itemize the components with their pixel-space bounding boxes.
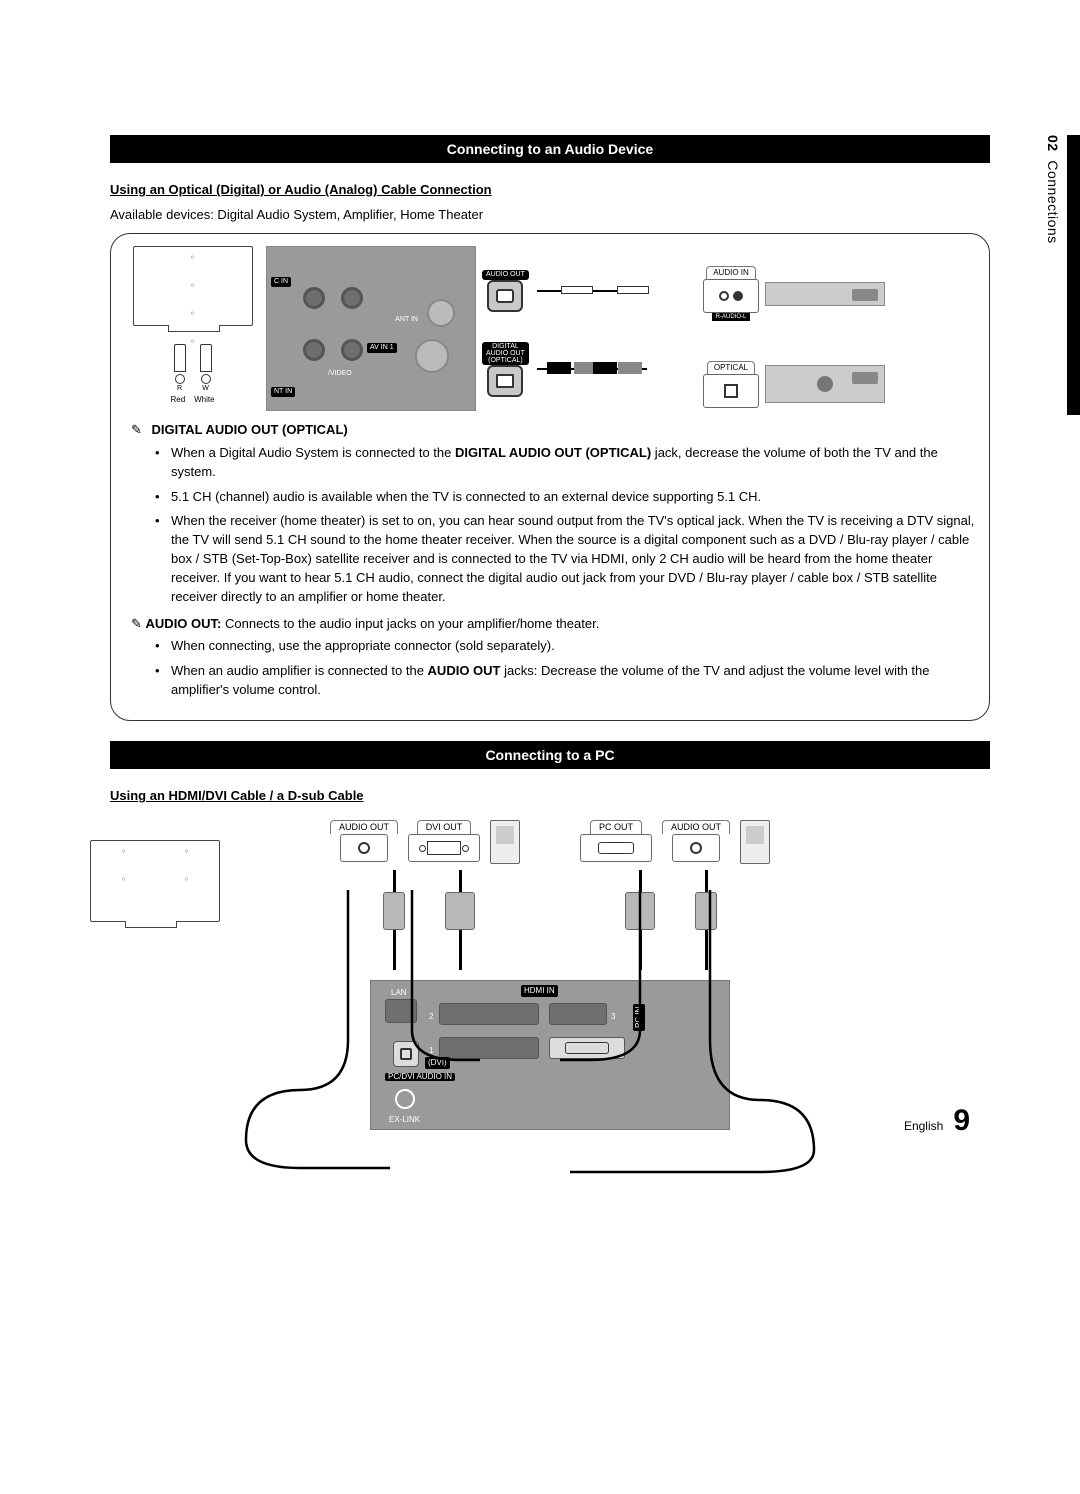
footer-page-number: 9 [953,1099,970,1143]
pc-in-hub-label: PC IN [633,1004,645,1031]
tv-back-panel: C IN ANT IN AV IN 1 /VIDEO NT IN [266,246,476,411]
section2-subtitle: Using an HDMI/DVI Cable / a D-sub Cable [110,787,990,806]
port-column: AUDIO OUT DIGITAL AUDIO OUT (OPTICAL) [482,246,697,397]
audio-connection-diagram: ° ° ° ° R W Red [110,233,990,721]
note1-list: When a Digital Audio System is connected… [131,444,975,607]
section-title-pc: Connecting to a PC [110,741,990,769]
dvi-label: (DVI) [425,1057,450,1069]
note2-list: When connecting, use the appropriate con… [131,637,975,700]
dvi-out-port [408,834,480,862]
tv-input-panel: LAN HDMI IN 2 3 1 (DVI) PC IN PC/ [370,980,730,1130]
audio-out-l-port [340,834,388,862]
rca-w-letter: W [202,384,209,394]
audio-out-port-icon [487,280,523,312]
rca-white-label: White [194,395,214,404]
amplifier-icon [765,282,885,306]
note1-heading: ✎ DIGITAL AUDIO OUT (OPTICAL) [131,421,975,440]
pc-diagram-tv: ° ° ° ° [90,840,220,922]
pc-tower-icon-r [740,820,770,864]
audio-out-r-title: AUDIO OUT [662,820,730,834]
note-icon-2: ✎ [131,616,142,631]
tv-column: ° ° ° ° R W Red [125,246,260,406]
slot3-label: 3 [611,1011,615,1023]
chapter-title: Connections [1045,160,1061,243]
nt-in-label: NT IN [271,387,295,397]
note2-heading: ✎ AUDIO OUT: Connects to the audio input… [131,615,975,634]
audio-out-label: AUDIO OUT [482,270,529,280]
audio-out-r-port [672,834,720,862]
note1-item-2: 5.1 CH (channel) audio is available when… [171,488,975,507]
pc-out-title: PC OUT [590,820,642,834]
back-panel-column: C IN ANT IN AV IN 1 /VIDEO NT IN [266,246,476,411]
av-in-label: AV IN 1 [367,343,397,353]
slot1-label: 1 [429,1045,433,1057]
ant-in-label: ANT IN [392,315,421,325]
ex-link-label: EX-LINK [389,1114,420,1126]
digital-audio-out-label: DIGITAL AUDIO OUT (OPTICAL) [482,342,529,365]
hdmi-in-label: HDMI IN [521,985,558,997]
optical-in-port-icon [703,374,759,408]
note-icon: ✎ [131,422,142,437]
dvi-out-title: DVI OUT [417,820,472,834]
lan-label: LAN [391,987,407,999]
note1-item-3: When the receiver (home theater) is set … [171,512,975,606]
pc-dvi-audio-label: PC/DVI AUDIO IN [385,1073,455,1081]
home-theater-icon [765,365,885,403]
note2-item-1: When connecting, use the appropriate con… [171,637,975,656]
audio-in-label: AUDIO IN [706,266,756,279]
chapter-number: 02 [1045,135,1061,152]
side-tab-bar [1067,135,1080,415]
pc-tower-icon-l [490,820,520,864]
note1-item-1: When a Digital Audio System is connected… [171,444,975,482]
audio-out-l-title: AUDIO OUT [330,820,398,834]
note2-item-2: When an audio amplifier is connected to … [171,662,975,700]
tv-icon: ° ° ° ° [133,246,253,326]
footer-language: English [904,1118,943,1135]
r-audio-l-label: R-AUDIO-L [712,313,751,322]
audio-in-port-icon [703,279,759,313]
pc-in-label: C IN [271,277,291,287]
pc-out-port [580,834,652,862]
video-label: /VIDEO [325,369,355,379]
section1-available-devices: Available devices: Digital Audio System,… [110,206,990,225]
pc-connection-diagram: ° ° ° ° AUDIO OUT DVI OUT [110,820,990,1130]
chapter-side-tab: 02 Connections [990,135,1080,415]
page-footer: English 9 [904,1099,970,1143]
rca-red-label: Red [170,395,185,404]
optical-label: OPTICAL [707,361,755,374]
slot2-label: 2 [429,1011,433,1023]
section1-subtitle: Using an Optical (Digital) or Audio (Ana… [110,181,990,200]
section-title-audio: Connecting to an Audio Device [110,135,990,163]
side-tab-label: 02 Connections [1043,135,1063,295]
rca-r-letter: R [177,384,182,394]
receiver-column: AUDIO IN R-AUDIO-L OPTICAL [703,246,975,408]
optical-out-port-icon [487,365,523,397]
